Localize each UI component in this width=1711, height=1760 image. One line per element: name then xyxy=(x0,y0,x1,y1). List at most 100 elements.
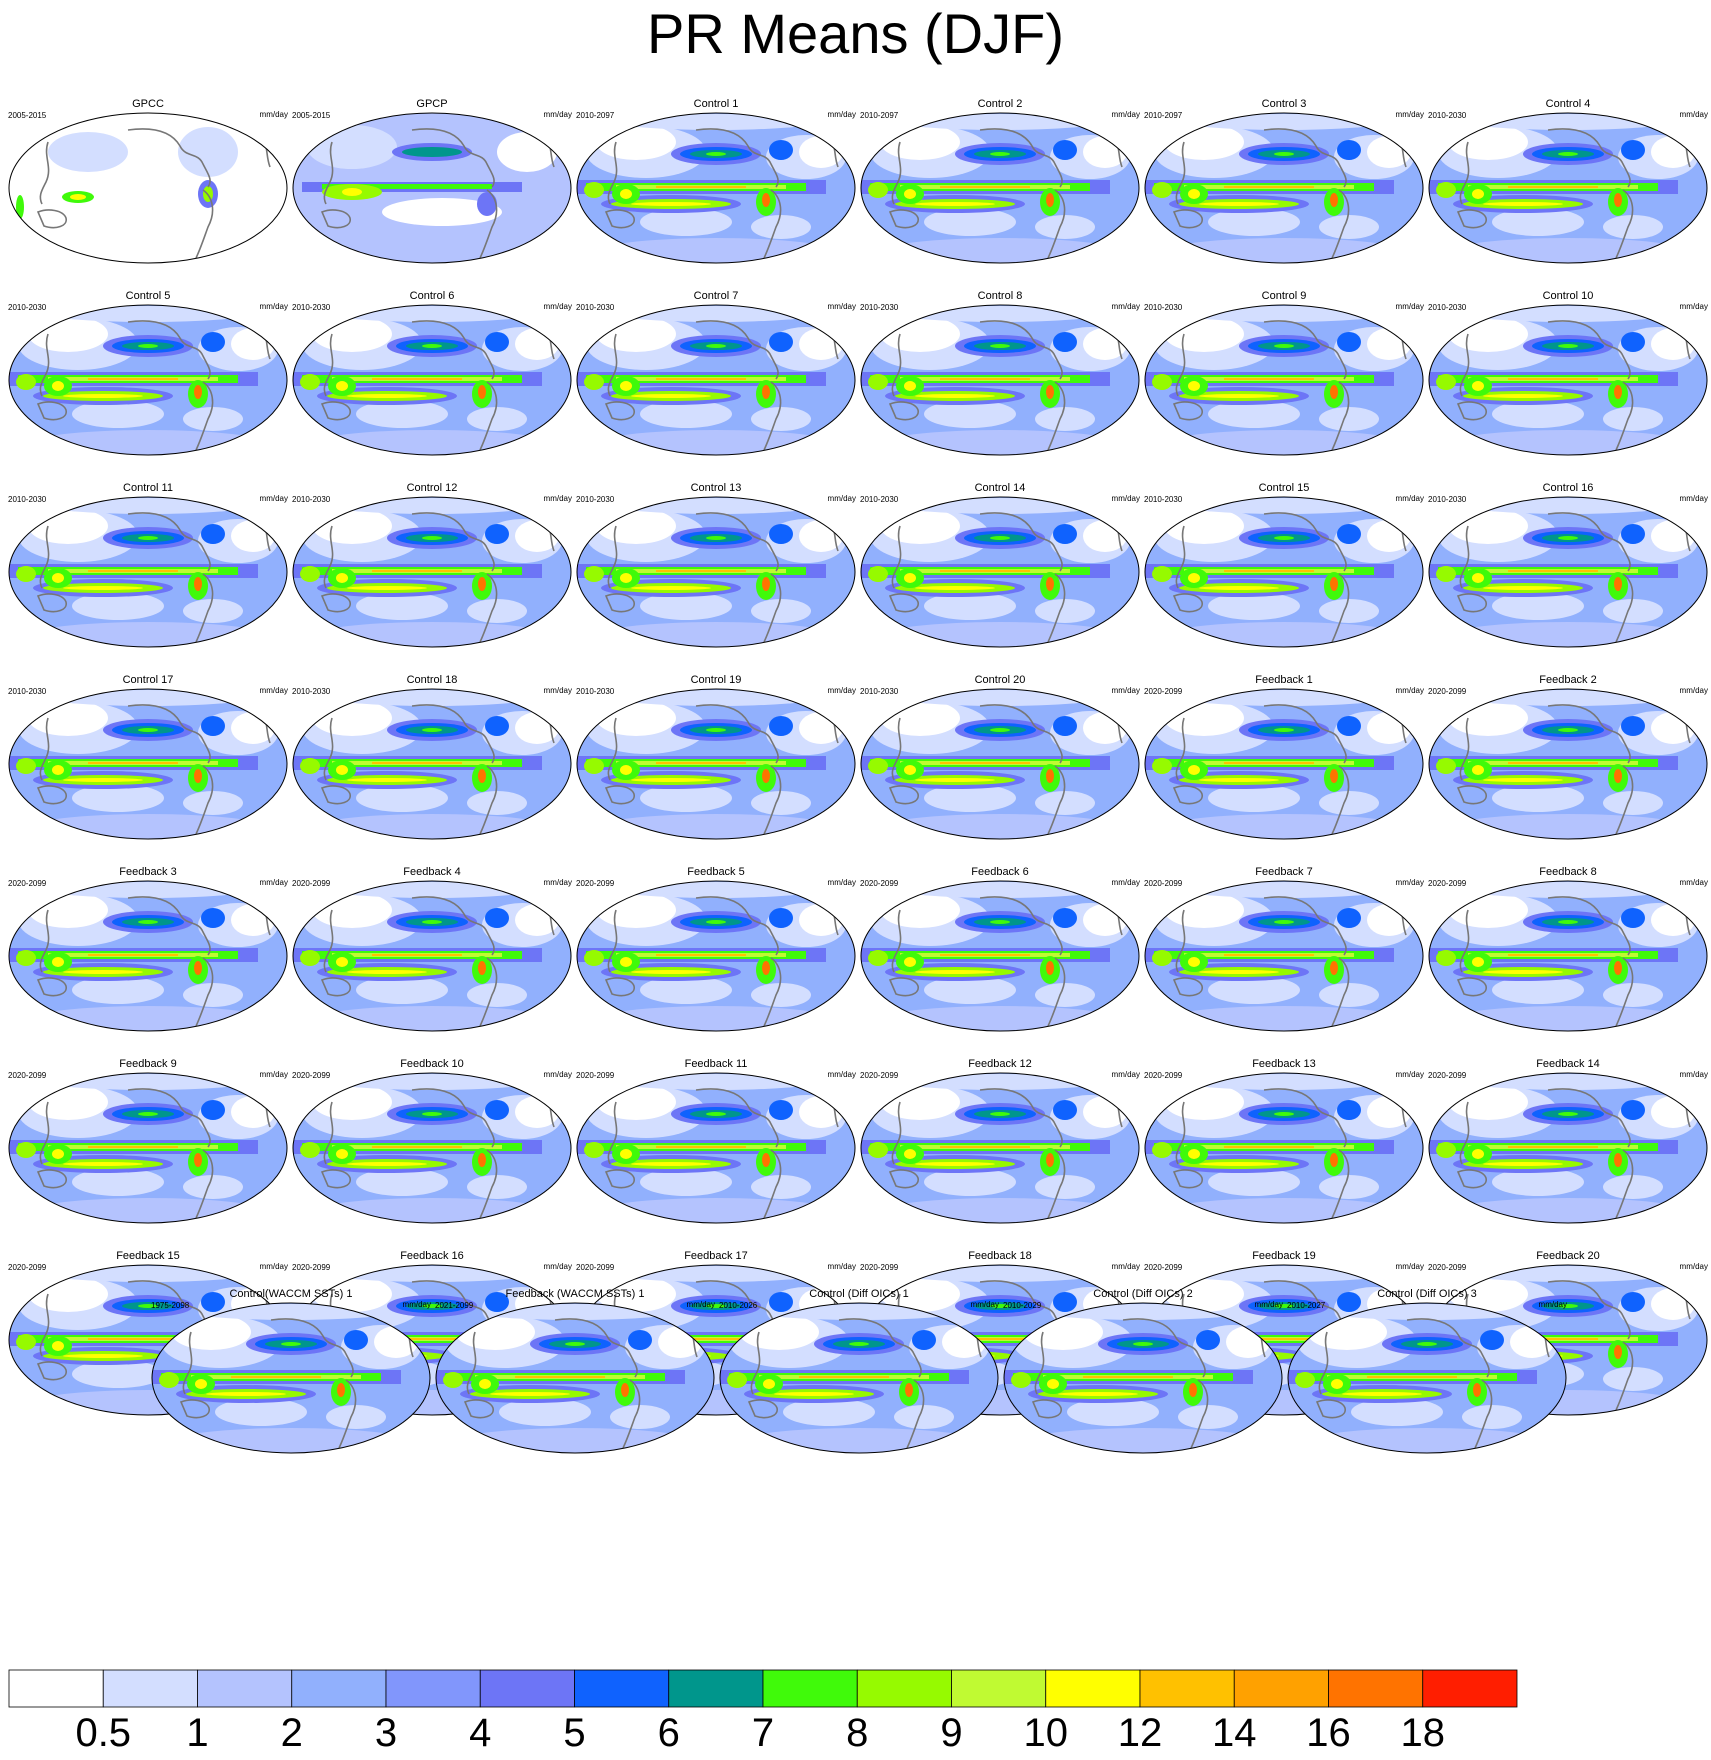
panel-period: 2020-2099 xyxy=(860,1263,899,1272)
panel-period: 2010-2097 xyxy=(576,111,615,120)
south-america-coastline xyxy=(763,381,782,451)
panel-period: 2010-2029 xyxy=(1003,1301,1042,1310)
australia-coastline xyxy=(604,785,635,805)
panel-title: Feedback 16 xyxy=(400,1250,464,1262)
panel-unit: mm/day xyxy=(402,1300,431,1309)
south-america-coastline xyxy=(479,765,498,835)
map-panel: Feedback 2 2020-2099 mm/day xyxy=(1428,674,1708,864)
panel-period: 2020-2099 xyxy=(1144,1263,1183,1272)
panel-unit: mm/day xyxy=(1111,1070,1140,1079)
map-panel: Feedback 9 2020-2099 mm/day xyxy=(8,1058,288,1248)
map-border xyxy=(8,112,288,264)
robinson-map xyxy=(1428,112,1708,264)
africa-west-rain xyxy=(443,1372,463,1388)
asia-coastline xyxy=(39,525,50,589)
asia-arid-core xyxy=(1164,700,1244,736)
north-pacific-storm-peak xyxy=(1274,728,1294,732)
colorbar-labels: 0.5 1 2 3 4 5 6 7 8 9 10 12 14 16 18 xyxy=(0,1710,1711,1760)
south-pacific-dry xyxy=(72,1360,164,1388)
north-pacific-storm-peak xyxy=(706,1112,726,1116)
australia-coastline xyxy=(36,593,67,613)
maritime-core xyxy=(1472,189,1484,199)
asia-arid-core xyxy=(1023,1314,1103,1350)
map-panel: Control 6 2010-2030 mm/day xyxy=(292,290,572,480)
panel-period: 2010-2030 xyxy=(860,495,899,504)
robinson-map xyxy=(1287,1302,1567,1454)
north-atlantic-storm-track xyxy=(1621,332,1645,352)
north-america-coastline xyxy=(1263,704,1347,764)
panel-title: Control (Diff OICs) 1 xyxy=(809,1288,909,1300)
north-pacific-storm-peak xyxy=(990,344,1010,348)
arctic-band xyxy=(48,882,248,898)
colorbar-tick-label: 9 xyxy=(940,1711,963,1755)
robinson-map xyxy=(576,112,856,264)
robinson-map xyxy=(576,688,856,840)
south-pacific-dry xyxy=(924,784,1016,812)
panel-period: 2021-2099 xyxy=(435,1301,474,1310)
colorbar-tick-label: 7 xyxy=(751,1711,775,1755)
panel-period: 2020-2099 xyxy=(8,1263,47,1272)
north-america-coastline xyxy=(695,320,779,380)
itcz-core xyxy=(1367,1376,1457,1378)
south-atlantic-dry xyxy=(1319,599,1379,623)
itcz-core xyxy=(1508,762,1598,764)
south-pacific-dry xyxy=(1492,1168,1584,1196)
australia-coastline xyxy=(1172,1169,1203,1189)
australia-coastline xyxy=(36,1361,67,1381)
panel-title: Feedback 20 xyxy=(1536,1250,1600,1262)
asia-coastline xyxy=(39,333,50,397)
north-pacific-storm-peak xyxy=(1558,920,1578,924)
itcz-core xyxy=(88,570,178,572)
australia-coastline xyxy=(888,593,919,613)
north-atlantic-storm-track xyxy=(1053,332,1077,352)
map-border xyxy=(576,688,856,840)
south-america-coastline xyxy=(479,381,498,451)
asia-coastline xyxy=(1175,909,1186,973)
north-atlantic-storm-track xyxy=(201,908,225,928)
spcz-core xyxy=(1342,1392,1422,1396)
map-border xyxy=(292,496,572,648)
south-america-peak xyxy=(337,1383,345,1397)
colorbar-segment xyxy=(668,1669,764,1708)
australia-coastline xyxy=(888,1169,919,1189)
itcz-core xyxy=(372,570,462,572)
north-america-coastline xyxy=(979,1088,1063,1148)
itcz-core xyxy=(1508,378,1598,380)
south-atlantic-dry xyxy=(467,983,527,1007)
north-america-coastline xyxy=(411,320,495,380)
north-atlantic-storm-track xyxy=(485,1292,509,1312)
panel-period: 2020-2099 xyxy=(292,879,331,888)
map-panel: GPCP 2005-2015 mm/day xyxy=(292,98,572,288)
africa-west-rain xyxy=(16,1142,36,1158)
precip-field xyxy=(720,1303,998,1453)
north-pacific-storm-peak xyxy=(422,1112,442,1116)
asia-coastline xyxy=(323,333,334,397)
arctic-band xyxy=(332,1074,532,1090)
south-america-coastline xyxy=(1047,573,1066,643)
south-atlantic-dry xyxy=(894,1405,954,1429)
south-pacific-dry xyxy=(356,1168,448,1196)
north-pacific-storm-peak xyxy=(706,536,726,540)
arctic-band xyxy=(1184,498,1384,514)
panel-unit: mm/day xyxy=(1679,302,1708,311)
maritime-core xyxy=(904,957,916,967)
asia-coastline xyxy=(323,141,334,205)
south-america-peak xyxy=(478,961,486,975)
north-america-coastline xyxy=(411,1088,495,1148)
precip-field xyxy=(861,881,1139,1031)
robinson-map xyxy=(8,880,288,1032)
panel-period: 2010-2030 xyxy=(576,303,615,312)
south-atlantic-dry xyxy=(467,791,527,815)
asia-arid-core xyxy=(455,1314,535,1350)
asia-arid-core xyxy=(880,508,960,544)
australia-coastline xyxy=(1456,593,1487,613)
north-atlantic-storm-track xyxy=(485,716,509,736)
map-panel: Control 14 2010-2030 mm/day xyxy=(860,482,1140,672)
colorbar-tick-label: 3 xyxy=(374,1711,398,1755)
north-atlantic-storm-track xyxy=(1337,1100,1361,1120)
colorbar-segment xyxy=(856,1669,952,1708)
north-atlantic-storm-track xyxy=(485,1100,509,1120)
panel-period: 2020-2099 xyxy=(860,1071,899,1080)
precip-field xyxy=(293,881,571,1031)
colorbar-tick-label: 6 xyxy=(657,1711,680,1755)
